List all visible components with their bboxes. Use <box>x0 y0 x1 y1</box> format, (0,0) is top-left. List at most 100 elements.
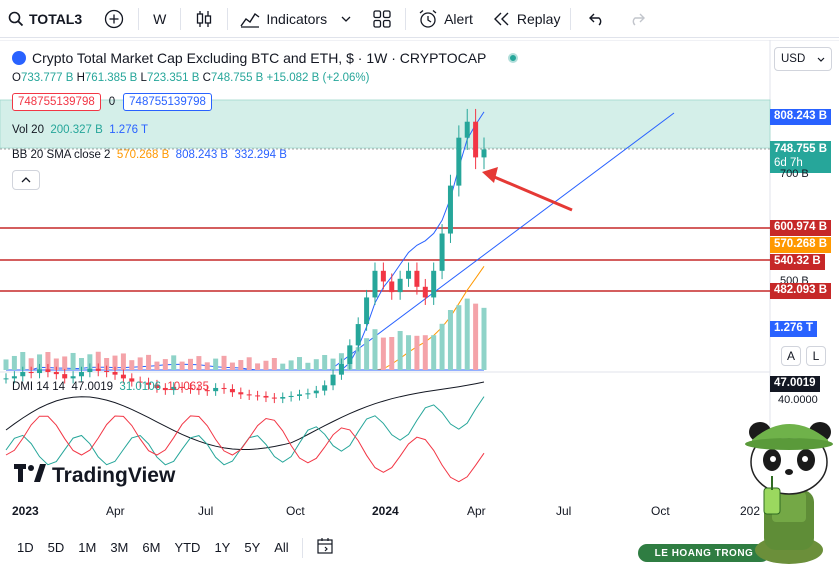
range-5d[interactable]: 5D <box>47 540 65 555</box>
dmi-legend[interactable]: DMI 14 14 47.0019 31.0106 10.0635 <box>12 381 209 393</box>
toolbar-divider <box>227 7 229 30</box>
price-chart[interactable] <box>0 40 839 500</box>
redo-button[interactable] <box>617 0 657 38</box>
range-6m[interactable]: 6M <box>142 540 161 555</box>
author-watermark: LE HOANG TRONG <box>638 544 770 562</box>
candle-body <box>297 394 303 396</box>
bb-basis-line <box>6 266 485 371</box>
volume-bar <box>238 360 244 370</box>
time-label: Oct <box>651 504 670 518</box>
candle-body <box>347 345 353 365</box>
volume-bar <box>171 355 177 370</box>
candle-body <box>70 376 76 379</box>
candle-body <box>53 371 59 375</box>
range-5y[interactable]: 5Y <box>244 540 261 555</box>
chart-pane[interactable]: Crypto Total Market Cap Excluding BTC an… <box>0 40 839 525</box>
chart-type-button[interactable] <box>181 0 227 38</box>
trend-line[interactable] <box>329 112 675 371</box>
indicators-button[interactable]: Indicators <box>228 0 359 38</box>
range-all[interactable]: All <box>274 540 289 555</box>
volume-bar <box>162 359 168 370</box>
range-3m[interactable]: 3M <box>110 540 129 555</box>
undo-button[interactable] <box>571 0 617 38</box>
crypto-logo-icon <box>12 51 26 65</box>
collapse-legend-button[interactable] <box>12 170 40 190</box>
volume-bar <box>464 298 470 370</box>
range-ytd[interactable]: YTD <box>174 540 201 555</box>
time-label: Apr <box>106 504 125 518</box>
candle-body <box>179 386 185 388</box>
volume-bar <box>120 353 126 370</box>
volume-bar <box>397 331 403 370</box>
time-label: 2023 <box>12 504 39 518</box>
volume-bar <box>422 335 428 370</box>
tradingview-logo[interactable]: TradingView <box>14 464 175 488</box>
volume-bar <box>313 359 319 370</box>
volume-bar <box>11 355 17 370</box>
dmi-indicator-name: DMI 14 14 <box>12 381 66 393</box>
symbol-name: TOTAL3 <box>29 10 83 27</box>
volume-bar <box>112 355 118 370</box>
redo-icon <box>629 12 646 26</box>
bb-legend[interactable]: BB 20 SMA close 2 570.268 B 808.243 B 33… <box>12 149 287 161</box>
candle-body <box>112 371 118 375</box>
volume-bar <box>137 357 143 370</box>
candle-body <box>45 369 51 372</box>
auto-scale-button[interactable]: A <box>781 346 801 366</box>
replay-button[interactable]: Replay <box>483 0 571 38</box>
arrow-annotation[interactable] <box>482 167 573 212</box>
sell-box[interactable]: 748755139798 <box>12 93 101 111</box>
time-axis[interactable]: 2023 Apr Jul Oct 2024 Apr Jul Oct 202 <box>0 498 770 524</box>
candle-body <box>196 389 202 391</box>
log-scale-button[interactable]: L <box>806 346 826 366</box>
candle-body <box>322 385 328 391</box>
close-label: C <box>202 72 211 84</box>
volume-bar <box>204 362 210 370</box>
plus-di-line <box>5 396 485 466</box>
compare-button[interactable] <box>90 0 138 38</box>
dmi-plus-value: 31.0106 <box>119 381 161 393</box>
currency-select[interactable]: USD <box>774 47 832 71</box>
volume-bar <box>372 329 378 370</box>
candle-body <box>20 371 26 377</box>
bb-upper-line <box>6 111 485 371</box>
change-value: +15.082 B (+2.06%) <box>266 72 370 84</box>
goto-date-button[interactable] <box>309 537 341 558</box>
chart-title-text: Crypto Total Market Cap Excluding BTC an… <box>32 50 487 66</box>
volume-bar <box>271 358 277 370</box>
volume-bar <box>196 356 202 370</box>
interval-button[interactable]: W <box>139 0 180 38</box>
alert-button[interactable]: Alert <box>406 0 483 38</box>
candle-body <box>338 364 344 375</box>
range-1y[interactable]: 1Y <box>214 540 231 555</box>
volume-bar <box>87 354 93 370</box>
range-bar: 1D 5D 1M 3M 6M YTD 1Y 5Y All <box>0 530 839 565</box>
volume-bar <box>246 357 252 370</box>
candle-body <box>380 270 386 282</box>
templates-button[interactable] <box>359 0 405 38</box>
level-tag-482: 482.093 B <box>770 283 832 299</box>
range-1d[interactable]: 1D <box>17 540 34 555</box>
volume-bar <box>456 305 462 370</box>
candle-body <box>481 149 487 158</box>
candle-body <box>305 393 311 395</box>
candle-body <box>271 397 277 399</box>
volume-bar <box>355 347 361 370</box>
volume-legend[interactable]: Vol 20 200.327 B 1.276 T <box>12 124 148 136</box>
bb-upper-tag: 808.243 B <box>770 109 832 125</box>
minus-di-line <box>5 415 485 483</box>
last-price-value: 748.755 B <box>774 143 828 155</box>
candle-body <box>137 381 143 383</box>
range-1m[interactable]: 1M <box>78 540 97 555</box>
symbol-search[interactable]: TOTAL3 <box>0 0 90 38</box>
volume-bar <box>263 360 269 370</box>
interval-label: W <box>153 10 167 27</box>
price-tick-700: 700 B <box>780 168 809 180</box>
buy-box[interactable]: 748755139798 <box>123 93 212 111</box>
candles <box>3 108 487 404</box>
candle-body <box>255 395 261 397</box>
time-label: Apr <box>467 504 486 518</box>
calendar-icon <box>316 538 334 558</box>
time-label: 2024 <box>372 504 399 518</box>
top-toolbar: TOTAL3 W Indicators Alert <box>0 0 839 38</box>
